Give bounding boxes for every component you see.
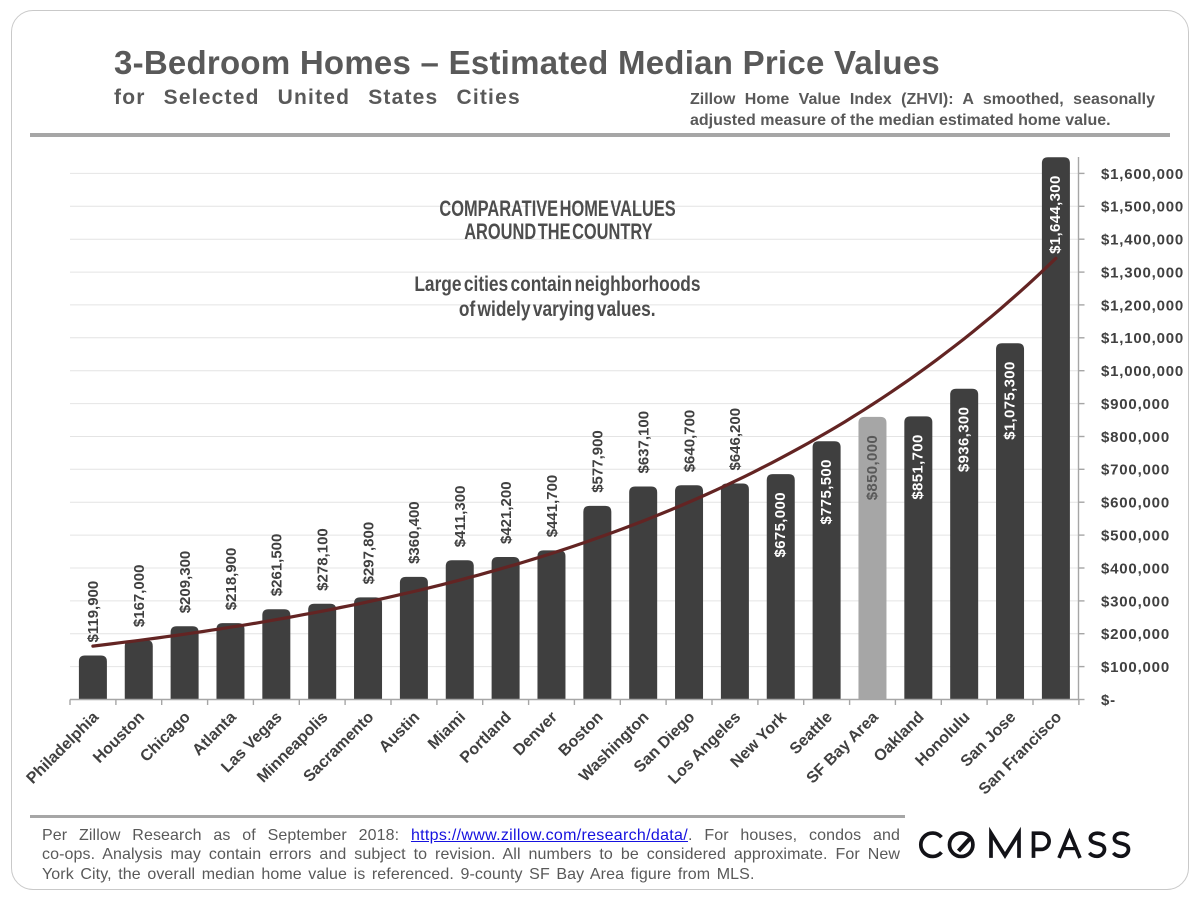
svg-text:$200,000: $200,000	[1101, 626, 1170, 643]
svg-text:$800,000: $800,000	[1101, 429, 1170, 446]
svg-text:$261,500: $261,500	[269, 534, 286, 597]
svg-text:Denver: Denver	[510, 709, 560, 759]
svg-text:$400,000: $400,000	[1101, 560, 1170, 577]
svg-text:$577,900: $577,900	[590, 430, 607, 493]
svg-text:$1,100,000: $1,100,000	[1101, 330, 1184, 347]
svg-text:$218,900: $218,900	[223, 548, 240, 611]
svg-text:$360,400: $360,400	[406, 501, 423, 564]
svg-text:$500,000: $500,000	[1101, 528, 1170, 545]
svg-text:$411,300: $411,300	[452, 486, 469, 548]
svg-text:San Francisco: San Francisco	[976, 709, 1066, 799]
svg-text:$100,000: $100,000	[1101, 659, 1170, 676]
svg-text:$1,500,000: $1,500,000	[1101, 199, 1184, 216]
svg-text:Miami: Miami	[425, 709, 469, 753]
svg-text:Austin: Austin	[376, 709, 423, 756]
svg-text:$441,700: $441,700	[544, 475, 561, 538]
svg-text:$640,700: $640,700	[681, 410, 698, 473]
svg-text:$209,300: $209,300	[177, 551, 194, 614]
svg-text:Houston: Houston	[90, 709, 148, 767]
svg-text:$1,075,300: $1,075,300	[1001, 361, 1018, 440]
svg-text:$600,000: $600,000	[1101, 495, 1170, 512]
svg-text:$700,000: $700,000	[1101, 462, 1170, 479]
svg-text:$637,100: $637,100	[636, 411, 653, 474]
svg-text:$-: $-	[1101, 692, 1116, 709]
svg-text:$775,500: $775,500	[818, 459, 835, 524]
svg-text:$646,200: $646,200	[727, 408, 744, 471]
svg-text:$167,000: $167,000	[131, 565, 148, 628]
svg-text:$278,100: $278,100	[315, 528, 332, 591]
svg-text:$675,000: $675,000	[772, 492, 789, 557]
svg-text:$1,600,000: $1,600,000	[1101, 166, 1184, 183]
svg-text:$1,200,000: $1,200,000	[1101, 297, 1184, 314]
svg-text:$421,200: $421,200	[498, 481, 515, 544]
svg-text:Chicago: Chicago	[137, 709, 194, 766]
svg-text:$900,000: $900,000	[1101, 396, 1170, 413]
svg-text:$297,800: $297,800	[360, 522, 377, 585]
svg-text:$850,000: $850,000	[864, 435, 881, 500]
svg-text:$851,700: $851,700	[910, 434, 927, 499]
svg-text:Philadelphia: Philadelphia	[24, 709, 103, 788]
svg-text:$1,300,000: $1,300,000	[1101, 265, 1184, 282]
svg-text:$1,400,000: $1,400,000	[1101, 232, 1184, 249]
svg-text:$1,644,300: $1,644,300	[1047, 175, 1064, 254]
svg-text:$119,900: $119,900	[85, 581, 102, 643]
svg-text:$1,000,000: $1,000,000	[1101, 363, 1184, 380]
svg-text:$300,000: $300,000	[1101, 593, 1170, 610]
svg-text:$936,300: $936,300	[956, 407, 973, 472]
